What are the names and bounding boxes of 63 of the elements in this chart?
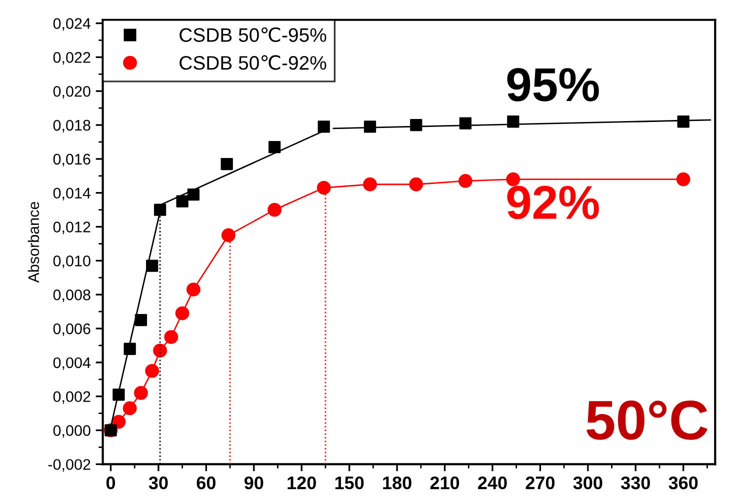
point [268,140,281,154]
point [506,172,520,186]
point [176,195,188,208]
point [134,314,148,326]
y-tick-label: 0,006 [53,323,90,336]
annotation: 92% [507,186,599,220]
y-tick-label: 0,020 [53,86,90,99]
point [164,330,178,344]
legend-label: CSDB 50℃-92% [180,55,326,70]
point [187,188,200,201]
x-tick-label: 210 [430,476,460,490]
y-tick-label: 0,000 [53,425,90,438]
point [134,386,148,400]
annotation: 95% [507,68,599,102]
point [122,401,137,416]
point [459,117,472,130]
x-tick-label: 90 [244,476,264,490]
point [316,180,331,195]
x-tick-label: 180 [383,476,412,490]
annotation: 50°C [586,400,708,440]
legend-label: CSDB 50℃-95% [180,27,326,42]
y-tick-label: 0,002 [53,391,90,404]
y-tick-label: 0,012 [53,222,90,234]
point [112,388,125,401]
point [676,172,690,186]
x-tick-label: 60 [196,476,216,490]
y-tick-label: 0,010 [53,256,90,268]
y-tick-label: 0,022 [53,52,90,65]
point [409,177,424,192]
y-tick-label: 0,024 [53,18,91,31]
point [124,342,136,355]
point [364,120,376,133]
x-tick-label: 270 [526,476,555,490]
point [146,260,158,272]
point [268,202,282,217]
x-tick-label: 330 [620,476,650,490]
point [507,116,520,128]
y-tick-label: 0,018 [53,120,90,133]
x-tick-label: 240 [478,476,507,490]
y-tick-label: 0,008 [53,289,90,302]
x-tick-label: 30 [148,476,168,490]
point [186,282,200,296]
y-tick-label: -0,002 [48,459,90,472]
y-tick-label: 0,014 [53,188,91,200]
point [154,204,166,216]
point [221,228,236,242]
y-tick-label: 0,004 [53,357,91,370]
x-tick-label: 0 [106,476,116,490]
point [677,116,690,128]
x-tick-label: 120 [288,476,316,490]
y-axis-title: Absorbance [28,202,40,283]
point [145,364,160,378]
x-tick-label: 150 [335,476,364,490]
x-tick-label: 300 [573,476,602,490]
point [175,306,190,320]
point [363,177,377,192]
x-tick-label: 360 [668,476,698,490]
point [410,118,422,132]
point [318,120,330,133]
point [153,344,167,358]
point [220,158,233,170]
y-tick-label: 0,016 [53,154,90,166]
point [458,174,472,188]
